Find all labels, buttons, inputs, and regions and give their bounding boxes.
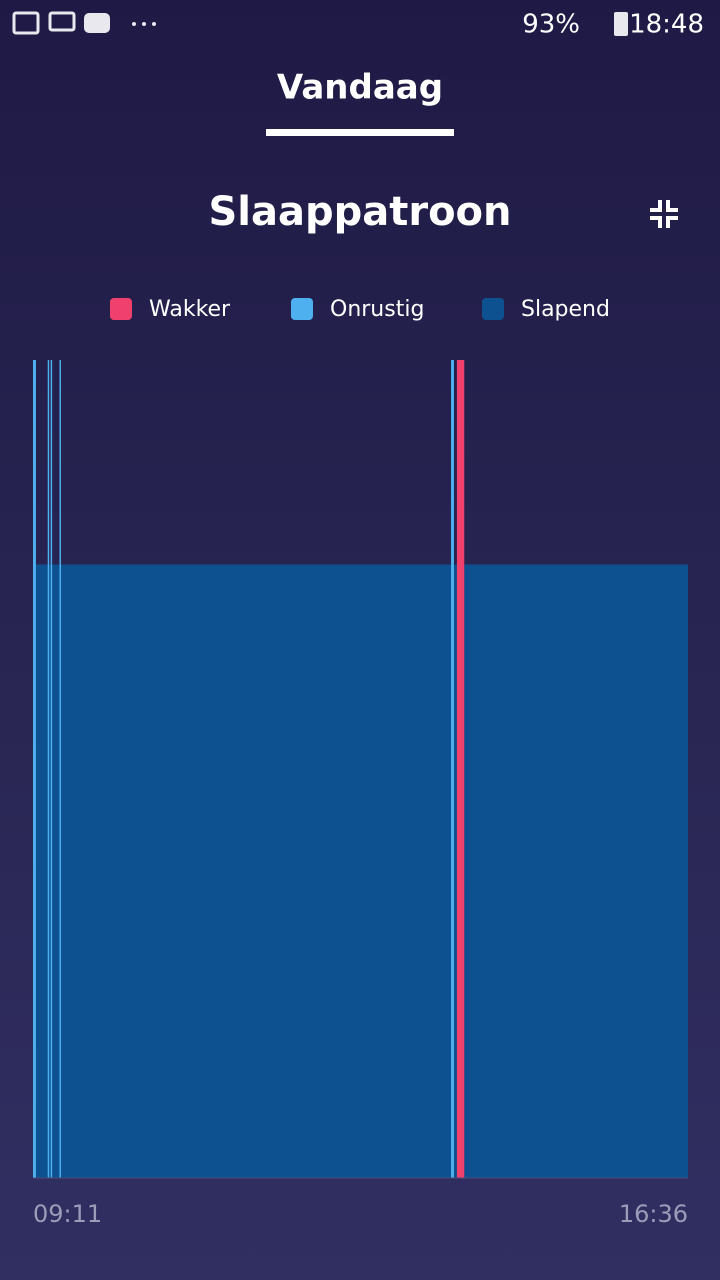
segment <box>464 564 688 1178</box>
segment <box>50 360 53 1178</box>
tab-indicator <box>266 129 454 136</box>
segment <box>456 360 465 1178</box>
legend-label: Onrustig <box>330 297 424 322</box>
legend-label: Slapend <box>521 297 610 322</box>
legend-label: Wakker <box>149 297 231 322</box>
chart-title: Slaappatroon <box>208 189 511 235</box>
x-tick-label: 16:36 <box>619 1200 688 1228</box>
segment <box>451 360 454 1178</box>
segment <box>59 360 61 1178</box>
legend: Wakker Onrustig Slapend <box>110 297 610 322</box>
segment <box>35 564 452 1178</box>
plot: 09:11 16:36 <box>33 360 688 1228</box>
x-tick-label: 09:11 <box>33 1200 102 1228</box>
segment <box>33 360 36 1178</box>
legend-swatch <box>110 298 132 320</box>
collapse-icon[interactable] <box>650 200 678 228</box>
battery-level: 93% <box>522 10 580 40</box>
segment <box>47 360 50 1178</box>
legend-swatch <box>482 298 504 320</box>
clock: 18:48 <box>629 10 704 40</box>
tab-label[interactable]: Vandaag <box>277 68 443 108</box>
segment <box>453 564 457 1178</box>
legend-swatch <box>291 298 313 320</box>
status-icons <box>12 11 628 36</box>
